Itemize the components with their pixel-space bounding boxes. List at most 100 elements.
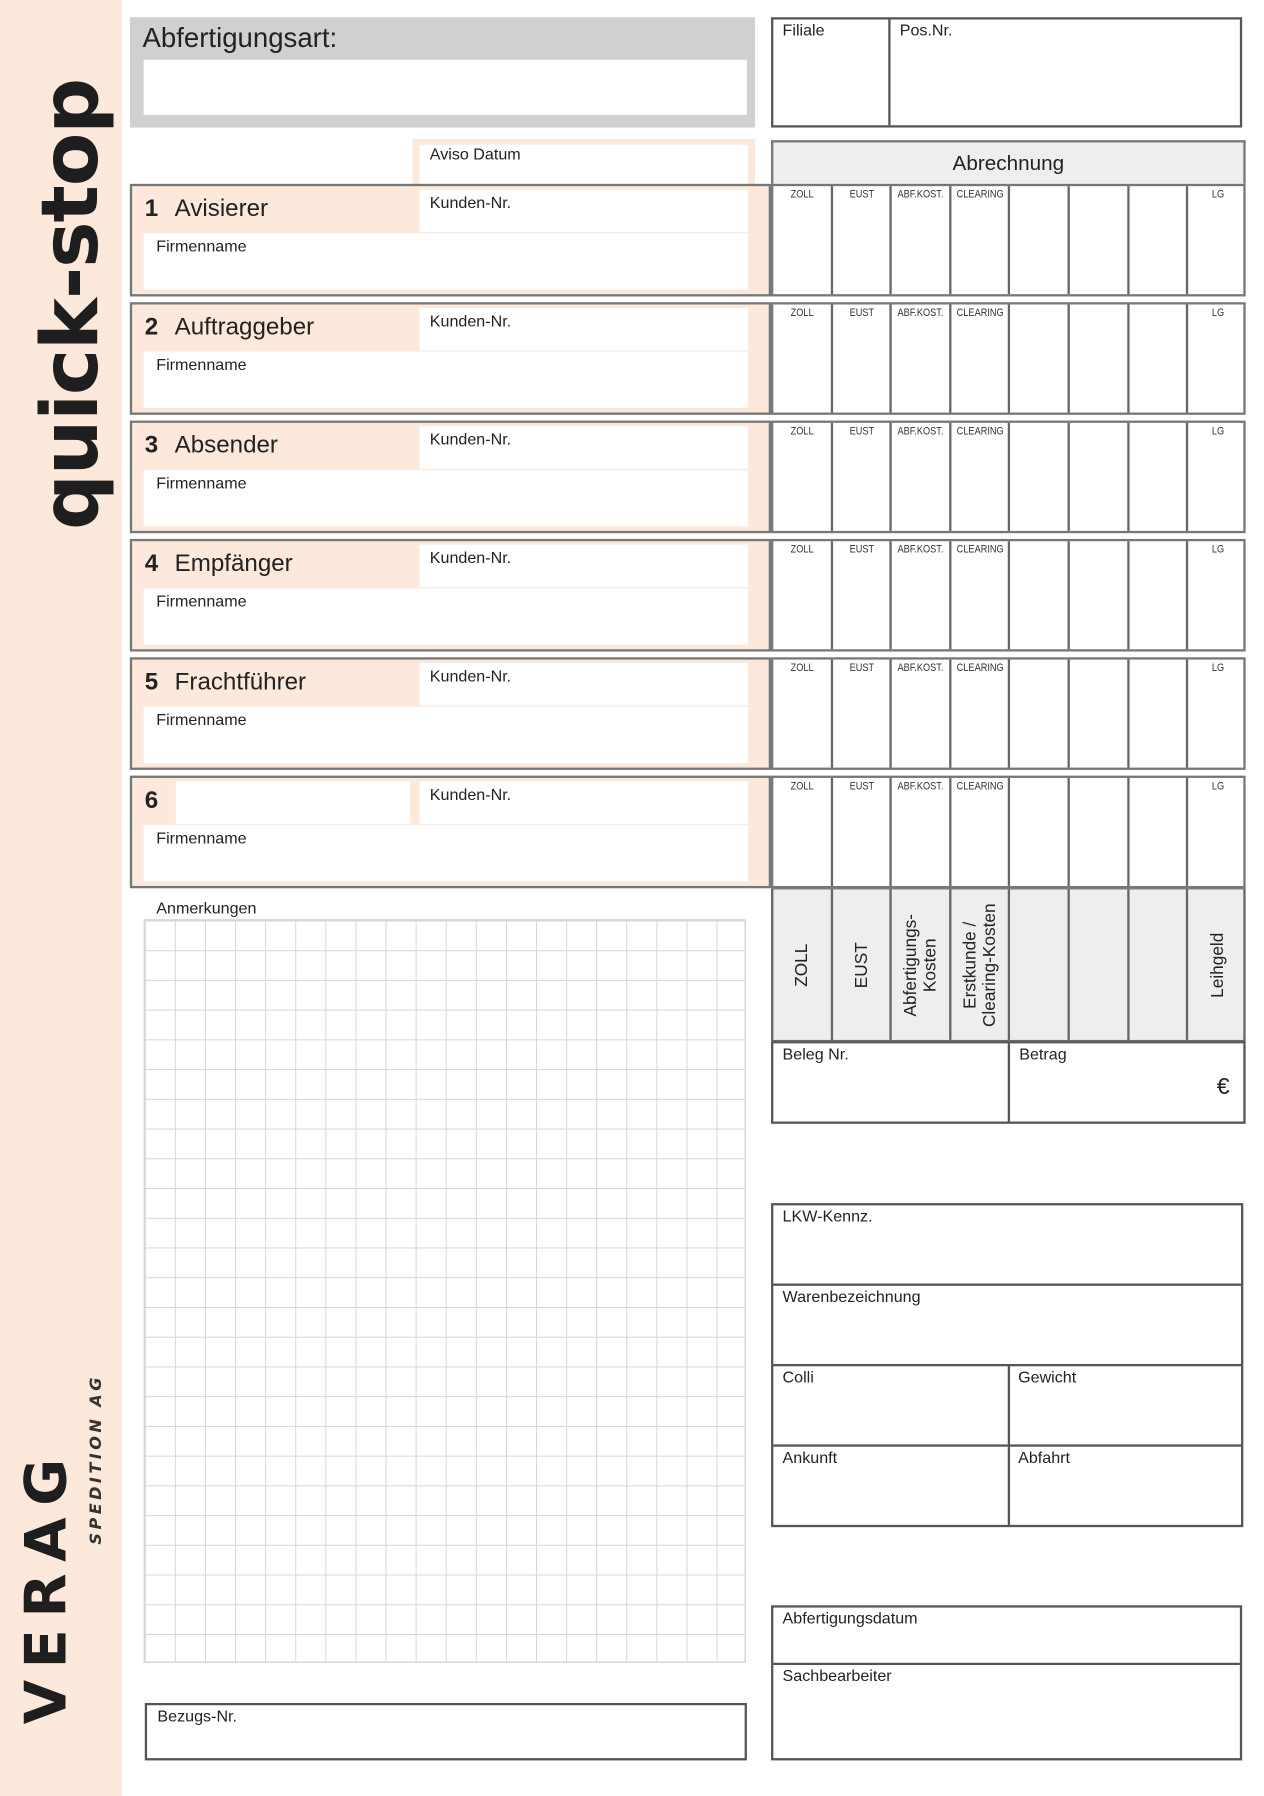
bezugs-nr-field[interactable]: Bezugs-Nr.	[144, 1702, 747, 1761]
column-label-clearing: CLEARING	[956, 543, 1004, 557]
abrechnung-cell[interactable]	[1130, 541, 1189, 650]
summary-column: Leihgeld	[1188, 889, 1248, 1040]
abrechnung-cell[interactable]: ZOLL	[773, 304, 834, 413]
abrechnung-cell[interactable]: EUST	[833, 541, 892, 650]
divider	[773, 1662, 1240, 1666]
kunden-nr-field[interactable]: Kunden-Nr.	[419, 544, 749, 588]
abrechnung-cell[interactable]: CLEARING	[951, 541, 1011, 650]
firmenname-field[interactable]: Firmenname	[143, 469, 749, 527]
abrechnung-cell[interactable]: ZOLL	[773, 541, 834, 650]
abrechnung-cell[interactable]: CLEARING	[951, 304, 1011, 413]
firmenname-field[interactable]: Firmenname	[143, 706, 749, 764]
column-label-zoll: ZOLL	[790, 661, 814, 675]
company-logo-sub: SPEDITION AG	[87, 1374, 106, 1545]
abrechnung-cell[interactable]	[1070, 186, 1130, 295]
colli-label: Colli	[782, 1367, 814, 1386]
abrechnung-cell[interactable]: ABF.KOST.	[892, 541, 952, 650]
abrechnung-cell[interactable]: ZOLL	[773, 777, 834, 886]
anmerkungen-label: Anmerkungen	[156, 898, 257, 917]
column-label-lg: LG	[1211, 188, 1225, 202]
abrechnung-cell[interactable]: LG	[1188, 660, 1248, 768]
abfertigungsart-field[interactable]	[143, 59, 747, 115]
abrechnung-cell[interactable]: CLEARING	[951, 777, 1011, 886]
abrechnung-row-5: ZOLL EUST ABF.KOST. CLEARING LG	[771, 657, 1246, 770]
abrechnung-cell[interactable]: ABF.KOST.	[892, 777, 952, 886]
kunden-nr-field[interactable]: Kunden-Nr.	[419, 663, 749, 706]
summary-column: EUST	[833, 889, 892, 1040]
abrechnung-cell[interactable]	[1130, 777, 1189, 886]
abrechnung-cell[interactable]	[1010, 541, 1070, 650]
abrechnung-cell[interactable]	[1010, 304, 1070, 413]
kunden-nr-field[interactable]: Kunden-Nr.	[419, 781, 749, 824]
abrechnung-cell[interactable]: ABF.KOST.	[892, 659, 952, 768]
abrechnung-cell[interactable]	[1130, 186, 1189, 295]
kunden-nr-field[interactable]: Kunden-Nr.	[419, 307, 749, 351]
abrechnung-cell[interactable]: EUST	[833, 659, 892, 768]
kunden-nr-field[interactable]: Kunden-Nr.	[419, 426, 749, 469]
abrechnung-cell[interactable]: LG	[1188, 186, 1248, 294]
anmerkungen-grid[interactable]	[143, 919, 746, 1663]
abrechnung-cell[interactable]: LG	[1188, 778, 1248, 886]
abrechnung-cell[interactable]: LG	[1188, 541, 1248, 649]
abrechnung-cell[interactable]	[1070, 659, 1130, 768]
abrechnung-cell[interactable]: EUST	[833, 777, 892, 886]
abrechnung-summary-header: ZOLL EUST Abfertigungs- Kosten Erstkunde / Cl…	[771, 887, 1248, 1043]
firmenname-field[interactable]: Firmenname	[143, 233, 749, 290]
aviso-datum-field[interactable]	[419, 144, 749, 186]
column-label-eust: EUST	[848, 188, 874, 202]
abrechnung-cell[interactable]: EUST	[833, 422, 892, 531]
divider	[888, 19, 891, 126]
abrechnung-cell[interactable]: CLEARING	[951, 186, 1011, 295]
column-label-abfkost: ABF.KOST.	[897, 661, 944, 675]
abrechnung-cell[interactable]: EUST	[833, 186, 892, 295]
column-label-clearing: CLEARING	[956, 780, 1004, 793]
abrechnung-cell[interactable]: LG	[1188, 423, 1248, 531]
summary-column: Erstkunde / Clearing-Kosten	[951, 889, 1011, 1040]
firmenname-field[interactable]: Firmenname	[143, 588, 749, 645]
abrechnung-cell[interactable]	[1070, 541, 1130, 650]
section-title: Empfänger	[174, 550, 293, 577]
abrechnung-cell[interactable]: CLEARING	[951, 422, 1011, 531]
firmenname-label: Firmenname	[156, 355, 247, 374]
firmenname-label: Firmenname	[156, 591, 247, 611]
bezugs-nr-label: Bezugs-Nr.	[157, 1706, 238, 1725]
abrechnung-cell[interactable]	[1130, 659, 1189, 768]
abrechnung-cell[interactable]: ABF.KOST.	[892, 186, 952, 295]
abrechnung-cell[interactable]	[1070, 777, 1130, 886]
abrechnung-cell[interactable]	[1010, 422, 1070, 531]
column-label-clearing: CLEARING	[956, 425, 1004, 438]
warenbezeichnung-label: Warenbezeichnung	[782, 1286, 921, 1306]
section-title: Absender	[174, 432, 278, 459]
divider	[1007, 1043, 1011, 1122]
abrechnung-cell[interactable]: ZOLL	[773, 186, 834, 295]
abrechnung-cell[interactable]: LG	[1188, 305, 1248, 413]
abrechnung-cell[interactable]	[1010, 659, 1070, 768]
abrechnung-cell[interactable]	[1010, 186, 1070, 295]
summary-column-label: Abfertigungs- Kosten	[900, 913, 940, 1016]
abrechnung-cell[interactable]	[1130, 304, 1189, 413]
kunden-nr-field[interactable]: Kunden-Nr.	[419, 189, 749, 233]
column-label-clearing: CLEARING	[956, 306, 1004, 320]
abrechnung-cell[interactable]: ABF.KOST.	[892, 304, 952, 413]
abrechnung-cell[interactable]: ZOLL	[773, 422, 834, 531]
abrechnung-cell[interactable]: ZOLL	[773, 659, 834, 768]
section-title-field[interactable]	[175, 781, 411, 824]
firmenname-field[interactable]: Firmenname	[143, 825, 749, 882]
column-label-lg: LG	[1211, 543, 1225, 557]
abrechnung-cell[interactable]	[1130, 422, 1189, 531]
column-label-abfkost: ABF.KOST.	[897, 780, 944, 793]
column-label-eust: EUST	[848, 780, 874, 793]
column-label-lg: LG	[1211, 306, 1225, 320]
abrechnung-cell[interactable]: EUST	[833, 304, 892, 413]
firmenname-label: Firmenname	[156, 828, 247, 847]
abrechnung-cell[interactable]: CLEARING	[951, 659, 1011, 768]
firmenname-field[interactable]: Firmenname	[143, 351, 749, 408]
section-title: Avisierer	[174, 195, 269, 222]
abrechnung-cell[interactable]	[1010, 777, 1070, 886]
summary-column	[1070, 889, 1130, 1040]
abrechnung-cell[interactable]	[1070, 304, 1130, 413]
abrechnung-cell[interactable]	[1070, 422, 1130, 531]
abrechnung-cell[interactable]: ABF.KOST.	[892, 422, 952, 531]
summary-column-label: EUST	[851, 941, 872, 988]
